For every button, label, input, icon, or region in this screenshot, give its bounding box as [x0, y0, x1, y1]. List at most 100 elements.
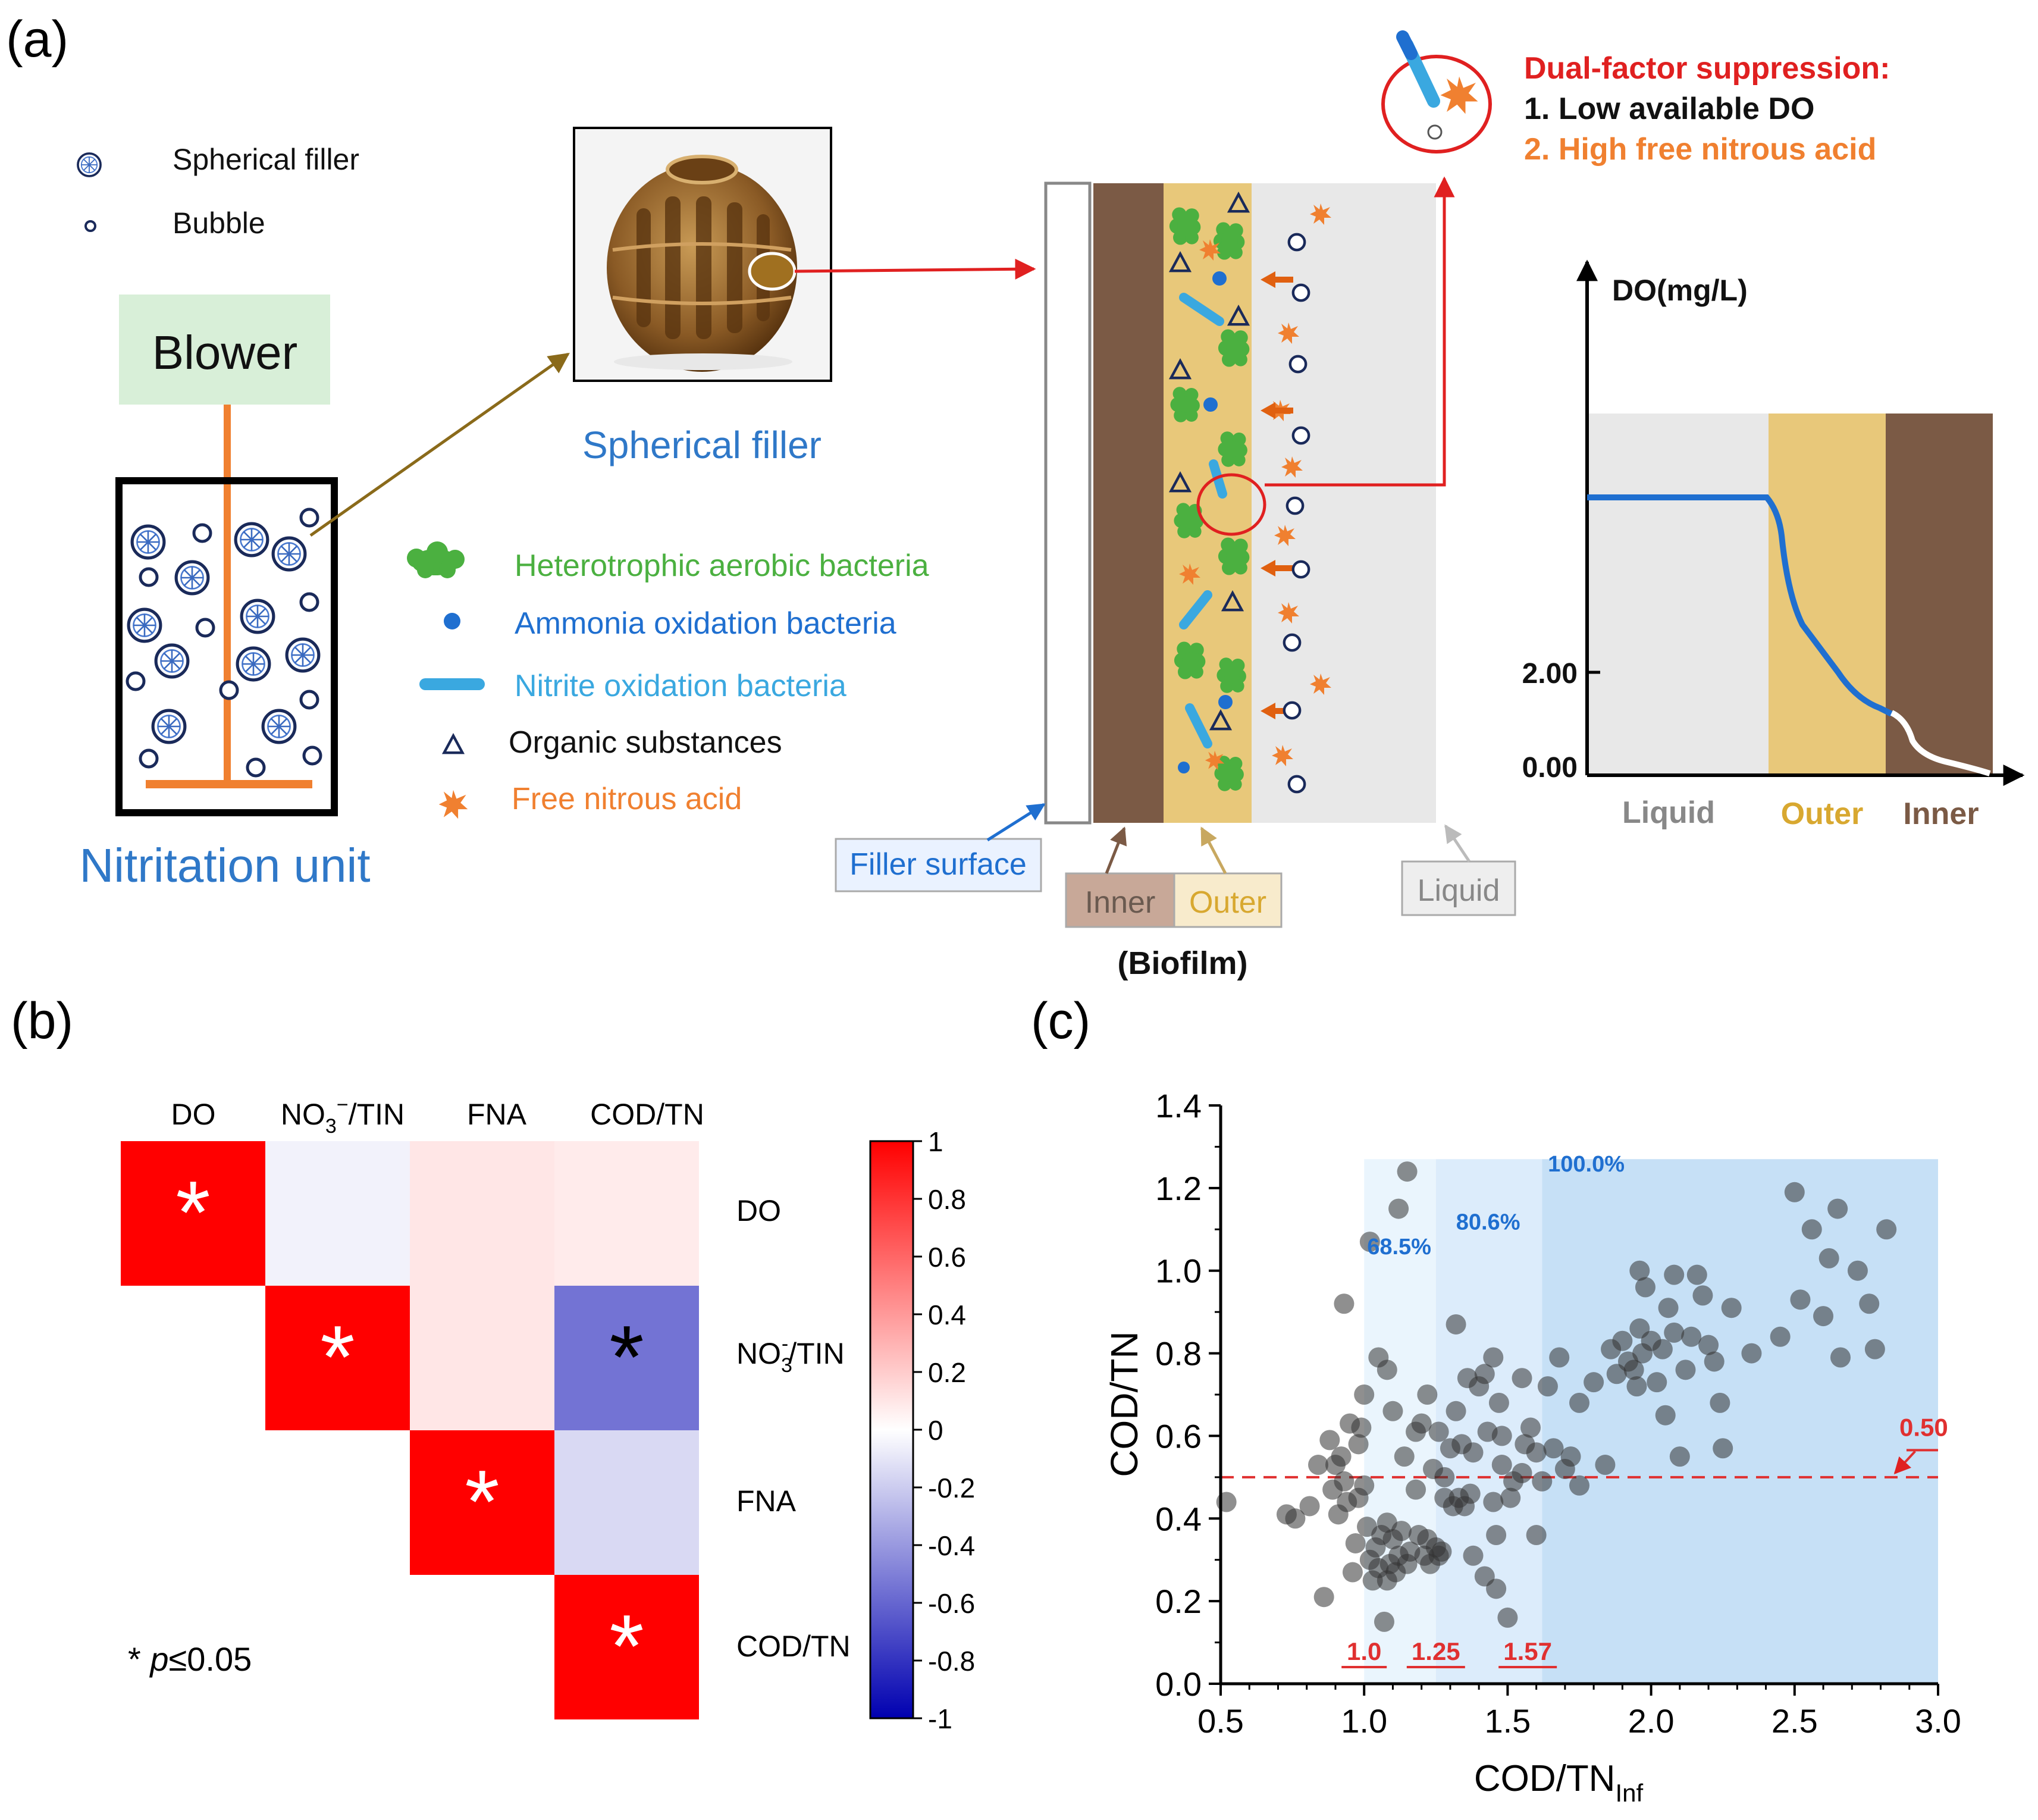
photo-caption: Spherical filler: [582, 424, 822, 466]
liquid-pointer: [1444, 824, 1471, 863]
data-point: [1446, 1314, 1466, 1335]
data-point: [1664, 1264, 1685, 1285]
colorbar-tick-label: 0: [928, 1415, 943, 1446]
data-point: [1354, 1384, 1375, 1405]
zoom-arrow: [1265, 176, 1455, 487]
do-zone-outer-label: Outer: [1781, 797, 1864, 831]
data-point: [1374, 1611, 1394, 1632]
data-point: [1818, 1248, 1839, 1268]
do-tick-low: 0.00: [1522, 752, 1578, 784]
region-x-label-1: 1.25: [1412, 1637, 1460, 1665]
panel-b-label: (b): [11, 992, 73, 1050]
legend-filler-label: Spherical filler: [173, 143, 359, 176]
significance-note: * p≤0.05: [128, 1640, 252, 1678]
do-curve-blue: [1587, 494, 1893, 717]
colorbar-tick-label: 0.8: [928, 1184, 966, 1215]
photo-zoom-circle: [748, 252, 797, 291]
photo-to-biofilm-arrow: [794, 258, 1036, 280]
region-2: [1542, 1159, 1938, 1684]
data-point: [1741, 1343, 1762, 1364]
organic-legend-icon: [444, 736, 463, 753]
corr-star-1-3: *: [609, 1307, 644, 1407]
blower-label: Blower: [152, 326, 298, 379]
corr-star-1-1: *: [320, 1307, 355, 1407]
panel-b: (b) * * * * * DO NO3−/TIN FNA COD/TN DO NO3-…: [11, 992, 975, 1734]
filler-surface-label: Filler surface: [849, 847, 1027, 882]
biofilm-label: (Biofilm): [1118, 945, 1248, 981]
data-point: [1406, 1421, 1426, 1442]
data-point: [1345, 1533, 1366, 1553]
data-point: [1652, 1339, 1673, 1359]
corr-cell-3-3: [554, 1575, 699, 1719]
corr-star-0-0: *: [175, 1163, 210, 1263]
data-point: [1713, 1438, 1733, 1459]
region-pct-label-2: 100.0%: [1548, 1152, 1625, 1177]
corr-cell-1-2: [410, 1286, 554, 1430]
liquid-layer: [1252, 183, 1436, 823]
data-point: [1569, 1392, 1589, 1413]
inset-nob-top: [1396, 30, 1418, 60]
outer-label: Outer: [1189, 885, 1266, 920]
data-point: [1876, 1219, 1897, 1240]
legend-org-label: Organic substances: [509, 725, 782, 760]
colorbar-tick-label: -1: [928, 1703, 952, 1734]
data-point: [1698, 1335, 1719, 1355]
data-point: [1394, 1446, 1415, 1467]
hab-legend-icon: [407, 541, 465, 578]
data-point: [1348, 1434, 1369, 1455]
do-curve-white: [1890, 710, 1991, 776]
bubble-legend-icon: [84, 220, 96, 232]
data-point: [1488, 1392, 1509, 1413]
data-point: [1348, 1487, 1369, 1508]
filler-surface-band: [1044, 181, 1092, 825]
data-point: [1486, 1578, 1507, 1599]
data-point: [1595, 1455, 1616, 1476]
y-tick-label: 1.2: [1155, 1170, 1202, 1207]
aob-dots: [1178, 271, 1233, 773]
data-point: [1686, 1264, 1707, 1285]
corr-star-2-2: *: [465, 1452, 499, 1552]
data-point: [1560, 1446, 1581, 1467]
do-profile-plot: DO(mg/L) 2.00 0.00 Liquid Outer Inner: [1522, 259, 2025, 831]
data-point: [1669, 1446, 1690, 1467]
colorbar-tick-label: 1: [928, 1126, 943, 1157]
fna-inflow-arrows: [1261, 271, 1293, 719]
data-point: [1847, 1260, 1868, 1281]
data-point: [1457, 1368, 1478, 1389]
suppression-item-2: 2. High free nitrous acid: [1524, 132, 1876, 167]
col-header-cod: COD/TN: [590, 1098, 704, 1131]
corr-cell-0-1: [265, 1141, 410, 1286]
x-tick-label: 1.5: [1484, 1702, 1531, 1740]
data-point: [1474, 1364, 1495, 1384]
fna-legend-icon: [438, 790, 468, 819]
nitritation-unit-title: Nitritation unit: [79, 839, 370, 892]
data-point: [1830, 1347, 1851, 1368]
corr-cell-2-3: [554, 1430, 699, 1575]
reactor-tank: [115, 477, 338, 816]
do-axis-label: DO(mg/L): [1612, 274, 1748, 307]
aob-legend-icon: [444, 613, 460, 629]
do-tick-high: 2.00: [1522, 658, 1578, 690]
data-point: [1483, 1347, 1504, 1368]
panel-a-label: (a): [6, 11, 68, 68]
data-point: [1612, 1330, 1633, 1351]
corr-cell-0-0: [121, 1141, 265, 1286]
data-point: [1491, 1455, 1512, 1476]
inner-label: Inner: [1085, 885, 1156, 920]
x-tick-label: 3.0: [1915, 1702, 1961, 1740]
data-point: [1658, 1298, 1679, 1318]
data-point: [1543, 1438, 1564, 1459]
do-zone-outer: [1769, 414, 1886, 775]
data-point: [1710, 1392, 1730, 1413]
data-point: [1813, 1306, 1834, 1327]
data-point: [1635, 1277, 1656, 1298]
data-point: [1428, 1421, 1449, 1442]
legend-nob-label: Nitrite oxidation bacteria: [515, 669, 846, 703]
corr-star-3-3: *: [609, 1596, 644, 1696]
data-point: [1460, 1483, 1481, 1504]
row-header-do: DO: [736, 1194, 781, 1227]
data-point: [1512, 1462, 1532, 1483]
colorbar: [869, 1140, 914, 1719]
data-point: [1827, 1198, 1848, 1219]
colorbar-tick-label: -0.6: [928, 1588, 975, 1619]
